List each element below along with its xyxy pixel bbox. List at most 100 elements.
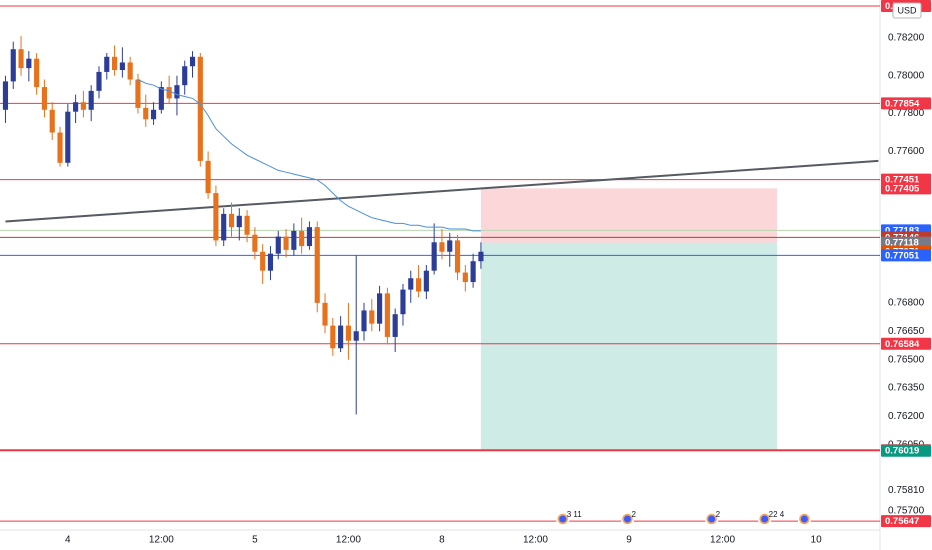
candle-body — [431, 242, 437, 271]
event-label: 22 4 — [769, 510, 785, 519]
stop-zone — [480, 188, 778, 243]
x-tick-label: 12:00 — [523, 535, 548, 546]
event-icon-inner — [623, 515, 631, 523]
event-icon-inner — [559, 515, 567, 523]
currency-label: USD — [897, 5, 917, 15]
candle-body — [143, 107, 149, 120]
x-tick-label: 9 — [626, 535, 632, 546]
candle-body — [447, 240, 453, 252]
x-tick-label: 5 — [252, 535, 258, 546]
candle-body — [377, 293, 383, 324]
candle-body — [322, 302, 328, 326]
price-label: 0.77051 — [885, 250, 920, 261]
candle-body — [361, 310, 367, 332]
candle-body — [283, 236, 289, 250]
candle-body — [275, 236, 281, 254]
candle-body — [112, 56, 118, 71]
candle-body — [80, 102, 86, 110]
y-tick-label: 0.77600 — [888, 146, 925, 157]
candle-body — [384, 293, 390, 337]
y-tick-label: 0.76500 — [888, 354, 925, 365]
candle-body — [57, 132, 63, 163]
y-tick-label: 0.78000 — [888, 70, 925, 81]
trendline — [5, 159, 879, 223]
candle-body — [96, 71, 102, 91]
event-label: 2 — [716, 510, 721, 519]
currency-badge — [892, 2, 922, 19]
candle-body — [314, 227, 320, 303]
price-label-bg — [881, 249, 931, 262]
candle-body — [18, 49, 24, 69]
candle-body — [345, 325, 351, 341]
price-label: 0.77118 — [885, 238, 919, 249]
y-tick-label: 0.77800 — [888, 108, 925, 119]
candle-body — [252, 234, 258, 252]
candle-body — [197, 56, 203, 161]
price-label-bg — [881, 337, 931, 350]
candle-body — [189, 56, 196, 67]
price-label: 0.76019 — [885, 446, 919, 457]
candle-body — [34, 58, 40, 88]
candle-body — [49, 109, 55, 133]
event-icon-inner — [800, 515, 808, 523]
candle-body — [26, 58, 32, 69]
candle-body — [158, 87, 164, 110]
x-tick-label: 12:00 — [149, 535, 174, 546]
candle-body — [174, 85, 180, 99]
candle-body — [392, 314, 398, 337]
candle-body — [478, 251, 484, 262]
y-tick-label: 0.76350 — [888, 383, 925, 394]
price-label: 0.77854 — [885, 98, 920, 109]
price-label-bg — [881, 515, 931, 528]
candle-body — [2, 81, 9, 110]
y-tick-label: 0.78200 — [888, 32, 925, 43]
candle-body — [369, 310, 375, 324]
price-label: 0.75647 — [885, 516, 919, 527]
candle-body — [150, 109, 157, 120]
candle-body — [330, 325, 336, 349]
candle-body — [291, 230, 297, 250]
candle-body — [454, 240, 461, 273]
event-label: 2 — [631, 510, 636, 519]
candle-body — [41, 87, 48, 110]
candle-body — [338, 325, 344, 349]
candle-body — [423, 270, 429, 292]
y-tick-label: 0.76650 — [888, 326, 925, 337]
candle-body — [127, 62, 133, 80]
candle-body — [228, 213, 235, 228]
candle-body — [135, 79, 141, 108]
price-label-bg — [881, 97, 931, 110]
x-tick-label: 12:00 — [710, 535, 735, 546]
event-icon-inner — [708, 515, 716, 523]
price-label-bg — [881, 444, 931, 457]
price-label: 0.77451 — [885, 175, 920, 186]
candle-body — [267, 253, 274, 271]
candle-body — [439, 242, 445, 252]
candle-body — [221, 213, 227, 241]
candle-body — [65, 111, 71, 163]
candle-body — [470, 261, 476, 283]
candle-body — [236, 215, 242, 228]
y-tick-label: 0.76200 — [888, 411, 925, 422]
price-label: 0.77183 — [885, 225, 919, 236]
y-tick-label: 0.75810 — [888, 485, 925, 496]
event-icon-inner — [761, 515, 769, 523]
target-zone — [480, 242, 778, 451]
candle-body — [73, 102, 79, 112]
candle-body — [400, 289, 406, 315]
candle-body — [408, 278, 414, 290]
candle-body — [415, 278, 422, 292]
candle-body — [119, 62, 125, 71]
price-label: 0.76584 — [885, 339, 920, 350]
x-tick-label: 8 — [439, 535, 445, 546]
event-label: 3 11 — [567, 510, 583, 519]
price-label: 0.77405 — [885, 183, 920, 194]
candle-body — [462, 272, 468, 283]
x-tick-label: 10 — [811, 535, 823, 546]
y-tick-label: 0.75700 — [888, 506, 925, 517]
candle-body — [244, 215, 250, 235]
candle-body — [166, 87, 172, 99]
candle-body — [10, 49, 16, 82]
candle-body — [88, 90, 94, 110]
